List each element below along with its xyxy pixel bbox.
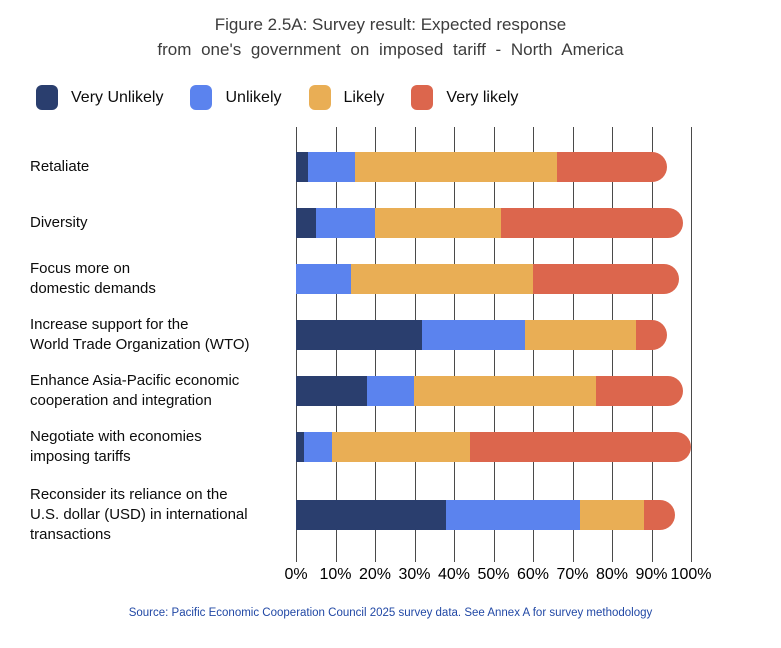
x-tick-label: 20%	[358, 566, 392, 583]
bar-area	[296, 208, 691, 238]
bar-segment-unlikely	[296, 264, 352, 294]
bar-segment-very-unlikely	[296, 152, 308, 182]
stacked-bar	[296, 500, 691, 530]
bar-area	[296, 500, 691, 530]
category-label: Diversity	[30, 214, 88, 231]
stacked-bar	[296, 264, 691, 294]
bar-area	[296, 432, 691, 462]
bar-segment-very-likely	[635, 320, 668, 350]
bar-segment-unlikely	[303, 432, 332, 462]
x-tick-label: 80%	[595, 566, 629, 583]
bar-segment-unlikely	[307, 152, 356, 182]
bar-segment-very-unlikely	[296, 432, 304, 462]
bar-segment-unlikely	[367, 376, 415, 406]
category-label: Increase support for the World Trade Orga…	[30, 316, 250, 353]
bar-segment-very-likely	[643, 500, 676, 530]
bar-segment-likely	[355, 152, 557, 182]
legend-swatch-very-likely	[411, 85, 434, 110]
legend-swatch-unlikely	[190, 85, 213, 110]
x-tick-label: 90%	[635, 566, 668, 583]
legend-swatch-very-unlikely	[36, 85, 58, 110]
category-label: Enhance Asia-Pacific economic cooperation…	[30, 372, 240, 409]
x-tick-label: 60%	[516, 566, 550, 583]
bar-segment-very-likely	[556, 152, 668, 182]
stacked-bar	[296, 320, 691, 350]
bar-segment-likely	[580, 500, 644, 530]
x-tick-label: 50%	[477, 566, 510, 583]
x-tick-label: 10%	[319, 566, 352, 583]
category-row: Enhance Asia-Pacific economic cooperation…	[0, 363, 781, 419]
chart-rows: Retaliate Diversity Focus more on domestic …	[0, 127, 781, 562]
legend-item-very-unlikely: Very Unlikely	[36, 85, 163, 110]
stacked-bar	[296, 208, 691, 238]
category-label: Focus more on domestic demands	[30, 260, 156, 297]
bar-segment-very-unlikely	[296, 208, 316, 238]
stacked-bar	[296, 432, 691, 462]
bar-segment-likely	[414, 376, 597, 406]
legend-label: Likely	[343, 88, 385, 106]
x-tick-label: 0%	[284, 566, 308, 583]
category-label: Reconsider its reliance on the U.S. dolla…	[30, 486, 248, 543]
bar-segment-unlikely	[446, 500, 581, 530]
category-row: Increase support for the World Trade Orga…	[0, 307, 781, 363]
legend-item-likely: Likely	[308, 85, 385, 110]
category-row: Focus more on domestic demands	[0, 251, 781, 307]
legend-item-very-likely: Very likely	[411, 85, 518, 110]
chart-title: Figure 2.5A: Survey result: Expected res…	[0, 12, 781, 62]
x-tick-label: 30%	[398, 566, 431, 583]
bar-segment-likely	[351, 264, 533, 294]
stacked-bar	[296, 376, 691, 406]
bar-area	[296, 320, 691, 350]
bar-segment-likely	[331, 432, 470, 462]
bar-segment-unlikely	[422, 320, 526, 350]
bar-segment-very-unlikely	[296, 320, 423, 350]
legend-label: Unlikely	[225, 88, 282, 106]
x-tick-label: 100%	[670, 566, 712, 583]
legend-label: Very likely	[446, 88, 519, 106]
bar-segment-unlikely	[315, 208, 375, 238]
source-note: Source: Pacific Economic Cooperation Cou…	[128, 607, 653, 619]
x-tick-label: 70%	[556, 566, 589, 583]
bar-segment-likely	[375, 208, 502, 238]
bar-segment-very-likely	[501, 208, 684, 238]
legend-label: Very Unlikely	[71, 88, 164, 106]
chart-title-line-1: Figure 2.5A: Survey result: Expected res…	[214, 15, 567, 34]
bar-segment-very-unlikely	[296, 500, 447, 530]
chart-title-line-2: from one's government on imposed tariff …	[157, 40, 624, 59]
bar-segment-likely	[525, 320, 636, 350]
bar-segment-very-likely	[532, 264, 680, 294]
bar-segment-very-likely	[469, 432, 691, 462]
bar-area	[296, 152, 691, 182]
x-tick-label: 40%	[437, 566, 471, 583]
legend-swatch-likely	[308, 85, 331, 110]
category-row: Negotiate with economies imposing tariffs	[0, 419, 781, 475]
category-row: Diversity	[0, 195, 781, 251]
category-label: Negotiate with economies imposing tariffs	[30, 428, 202, 465]
bar-area	[296, 376, 691, 406]
bar-area	[296, 264, 691, 294]
legend-item-unlikely: Unlikely	[190, 85, 282, 110]
stacked-bar	[296, 152, 691, 182]
category-row: Retaliate	[0, 139, 781, 195]
gridline	[691, 127, 692, 562]
category-label: Retaliate	[30, 158, 90, 175]
bar-segment-very-likely	[596, 376, 684, 406]
bar-segment-very-unlikely	[296, 376, 368, 406]
category-row: Reconsider its reliance on the U.S. dolla…	[0, 475, 781, 555]
x-axis: 0% 10% 20% 30% 40% 50% 60% 70% 80% 90% 100%	[284, 566, 711, 588]
legend: Very Unlikely Unlikely Likely Very likely	[36, 85, 518, 110]
